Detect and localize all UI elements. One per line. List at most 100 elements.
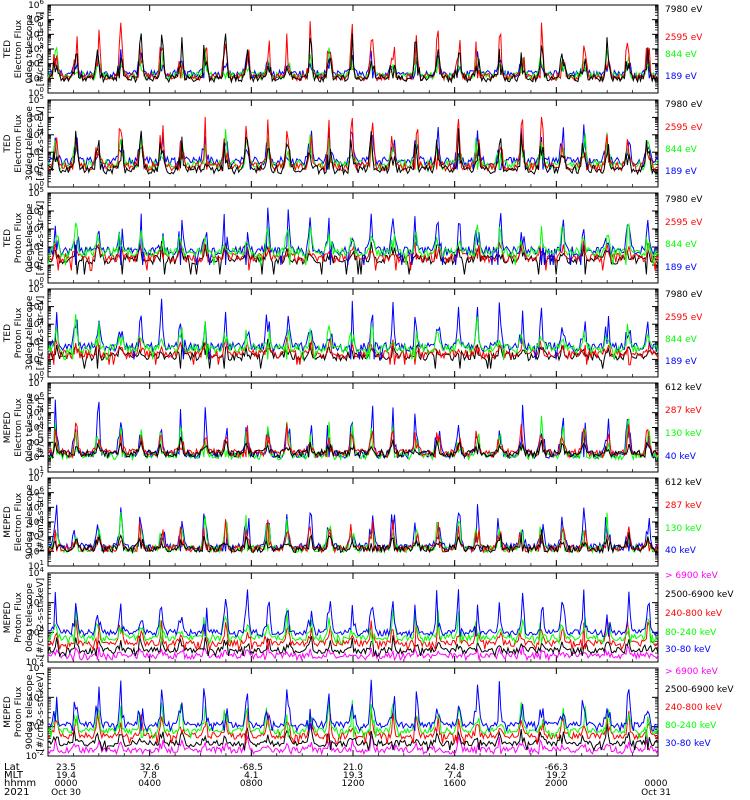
series-line-844-ev	[47, 222, 659, 266]
series-line-2595-ev	[47, 337, 659, 366]
legend-entry: 40 keV	[665, 452, 697, 462]
x-tick-mlt: 7.8	[143, 771, 158, 781]
legend-entry: > 6900 keV	[665, 571, 719, 581]
x-tick-lat: 24.8	[445, 763, 465, 773]
x-tick-mlt: 19.3	[343, 771, 363, 781]
legend-entry: 130 keV	[665, 524, 702, 534]
series-line--6900-kev	[47, 734, 659, 756]
x-tick-hhmm: 1600	[443, 779, 466, 789]
x-tick-mlt: 19.4	[56, 771, 76, 781]
y-axis-label-line: MEPED	[3, 696, 13, 728]
x-tick-lat: 32.6	[140, 763, 160, 773]
x-tick-lat: -66.3	[545, 763, 568, 773]
series-line-2500-6900-kev	[47, 635, 659, 658]
x-tick-hhmm: 0000	[55, 779, 78, 789]
series-line-80-240-kev	[47, 607, 659, 646]
y-axis-label-line: Electron Flux	[14, 114, 24, 173]
legend-entry: 287 keV	[665, 406, 702, 416]
legend-entry: 189 eV	[665, 357, 698, 367]
x-tick-date: Oct 30	[51, 788, 81, 798]
y-axis-label-line: 0deg telescope	[25, 393, 35, 463]
y-axis-label-line: Proton Flux	[14, 686, 24, 737]
legend-entry: 844 eV	[665, 50, 698, 60]
legend-entry: 2595 eV	[665, 123, 703, 133]
y-axis-label-line: [#/cm2-s-str-keV]	[36, 672, 46, 751]
y-axis-label-line: [#/cm2-s-str]	[36, 492, 46, 552]
y-axis-label-line: Electron Flux	[14, 398, 24, 457]
y-axis-label-line: [#/cm2-s-str-keV]	[36, 578, 46, 657]
legend-entry: 7980 eV	[665, 195, 703, 205]
y-axis-label-line: TED	[3, 324, 13, 343]
y-tick-label: 106	[28, 0, 44, 11]
row-label-year: 2021	[4, 787, 29, 798]
y-axis-label-line: [#/cm2-s-str-eV]	[36, 106, 46, 181]
y-axis-label-line: Proton Flux	[14, 212, 24, 263]
x-tick-lat: 23.5	[56, 763, 76, 773]
y-axis-label-line: Electron Flux	[14, 492, 24, 551]
legend-entry: 612 keV	[665, 478, 702, 488]
series-line-7980-ev	[47, 33, 659, 84]
y-axis-label-line: 0deg telescope	[25, 203, 35, 273]
y-axis-label-line: Proton Flux	[14, 307, 24, 358]
x-tick-hhmm: 0800	[240, 779, 263, 789]
y-axis-label-line: 30deg telescope	[25, 295, 35, 370]
legend-entry: 287 keV	[665, 501, 702, 511]
y-axis-label-line: 0deg telescope	[25, 583, 35, 653]
y-axis-label-line: MEPED	[3, 506, 13, 538]
legend-entry: 7980 eV	[665, 290, 703, 300]
series-line-612-kev	[47, 529, 659, 555]
legend-entry: 80-240 keV	[665, 721, 717, 731]
legend-entry: 612 keV	[665, 383, 702, 393]
x-tick-hhmm: 0400	[138, 779, 161, 789]
series-line-2500-6900-kev	[47, 723, 659, 752]
row-label-mlt: MLT	[4, 770, 24, 781]
x-tick-lat: -68.5	[240, 763, 263, 773]
legend-entry: 30-80 keV	[665, 645, 711, 655]
x-tick-hhmm: 1200	[342, 779, 365, 789]
x-tick-lat: 21.0	[343, 763, 363, 773]
legend-entry: 2500-6900 keV	[665, 685, 734, 695]
row-label-hhmm: hhmm	[4, 778, 36, 789]
series-line--6900-kev	[47, 644, 659, 662]
series-line-189-ev	[47, 207, 659, 266]
series-line-7980-ev	[47, 128, 659, 176]
y-axis-label-line: TED	[3, 134, 13, 153]
series-line-30-80-kev	[47, 589, 659, 639]
legend-entry: 240-800 keV	[665, 609, 723, 619]
y-axis-label-line: TED	[3, 40, 13, 59]
legend-entry: 189 eV	[665, 167, 698, 177]
row-label-lat: Lat	[4, 762, 20, 773]
y-axis-label-line: [#/cm2-s-str]	[36, 397, 46, 457]
y-axis-label-line: [#/cm2-s-str-eV]	[36, 12, 46, 87]
series-line-287-kev	[47, 422, 659, 459]
legend-entry: 30-80 keV	[665, 739, 711, 749]
legend-entry: 2500-6900 keV	[665, 590, 734, 600]
legend-entry: 240-800 keV	[665, 703, 723, 713]
y-axis-label-line: [#/cm2-s-str-eV]	[36, 201, 46, 276]
x-tick-mlt: 7.4	[448, 771, 463, 781]
x-tick-mlt: 4.1	[244, 771, 258, 781]
y-axis-label-line: 30deg telescope	[25, 106, 35, 181]
legend-entry: > 6900 keV	[665, 667, 719, 677]
y-axis-label-line: 0deg telescope	[25, 14, 35, 84]
legend-entry: 7980 eV	[665, 5, 703, 15]
x-tick-date: Oct 31	[641, 788, 671, 798]
y-axis-label-line: MEPED	[3, 412, 13, 444]
series-line-30-80-kev	[47, 679, 659, 733]
series-line-189-ev	[47, 298, 659, 360]
legend-entry: 189 eV	[665, 72, 698, 82]
legend-entry: 2595 eV	[665, 313, 703, 323]
series-line-844-ev	[47, 314, 659, 360]
series-line-612-kev	[47, 436, 659, 460]
legend-entry: 189 eV	[665, 263, 698, 273]
legend-entry: 844 eV	[665, 335, 698, 345]
